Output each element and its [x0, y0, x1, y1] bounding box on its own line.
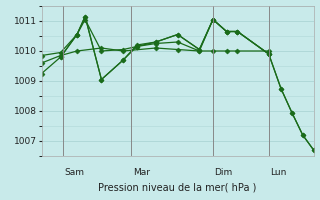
- Text: Lun: Lun: [270, 168, 286, 177]
- Text: Sam: Sam: [65, 168, 85, 177]
- Text: Pression niveau de la mer( hPa ): Pression niveau de la mer( hPa ): [99, 183, 257, 193]
- Text: Dim: Dim: [214, 168, 233, 177]
- Text: Mar: Mar: [133, 168, 150, 177]
